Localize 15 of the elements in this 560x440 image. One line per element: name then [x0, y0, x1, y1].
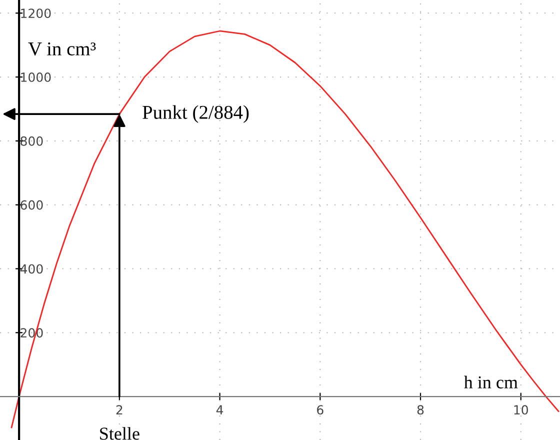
x-tick-label: 6	[317, 405, 324, 415]
line-series	[10, 30, 560, 428]
y-tick-label: 800	[20, 136, 43, 146]
y-tick-label: 400	[20, 264, 43, 274]
annotation: Punkt (2/884)	[142, 105, 249, 123]
x-tick-label: 4	[216, 405, 224, 414]
annotation: Stelle	[100, 427, 140, 440]
y-tick-label: 1000	[21, 72, 51, 82]
x-tick-label: 8	[417, 405, 424, 415]
x-axis-title: h in cm	[464, 376, 518, 388]
x-tick-label: 2	[116, 405, 122, 414]
y-tick-label: 600	[20, 200, 43, 210]
y-axis-title: V in cm³	[28, 42, 96, 56]
x-tick-label: 10	[514, 405, 528, 415]
y-tick-label: 1200	[21, 8, 51, 18]
